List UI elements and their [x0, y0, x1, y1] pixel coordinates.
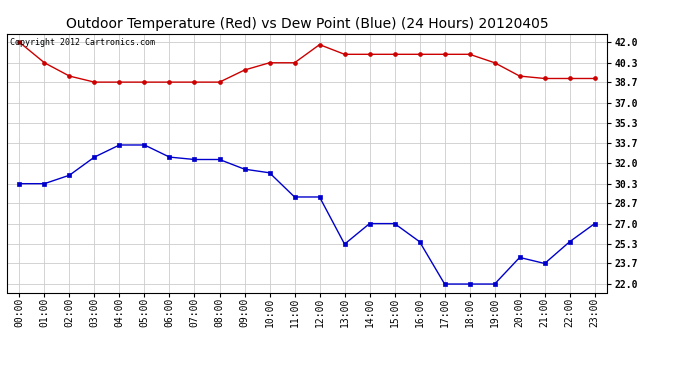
Title: Outdoor Temperature (Red) vs Dew Point (Blue) (24 Hours) 20120405: Outdoor Temperature (Red) vs Dew Point (…: [66, 17, 549, 31]
Text: Copyright 2012 Cartronics.com: Copyright 2012 Cartronics.com: [10, 38, 155, 46]
